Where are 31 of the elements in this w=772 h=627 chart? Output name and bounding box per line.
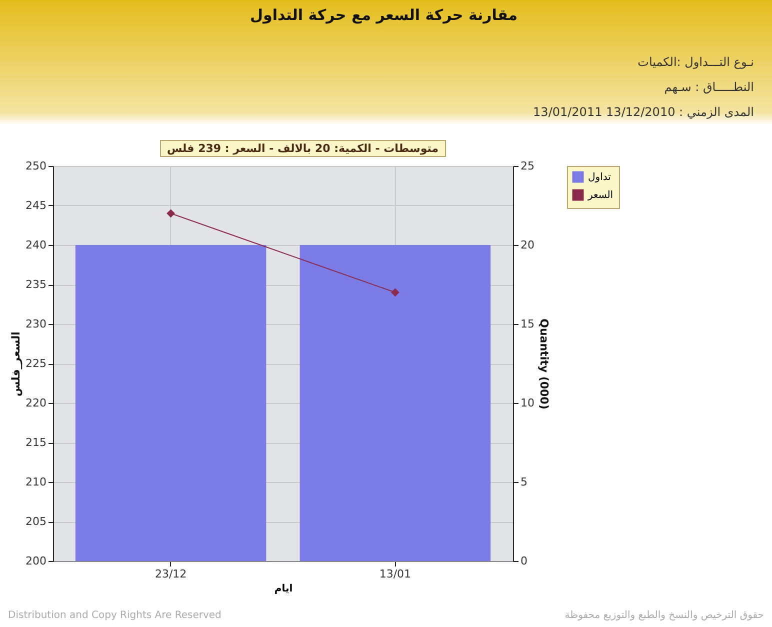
- y-tick-label: 240: [26, 238, 46, 252]
- text: Distribution and Copy Rights Are Reserved: [8, 610, 222, 621]
- y-axis-title: السعر_فلس: [10, 332, 23, 396]
- y2-tick-label: 25: [520, 160, 534, 172]
- y-tick-label: 230: [26, 318, 46, 330]
- y2-tick-label: 5: [520, 476, 528, 488]
- y2-tick-label: 15: [520, 318, 534, 330]
- y2-tick-label: 0: [520, 554, 528, 568]
- y-tick-label: 225: [26, 357, 46, 370]
- y-tick-label: 235: [26, 278, 46, 291]
- chart-title: مقارنة حركة السعر مع حركة التداول: [250, 6, 518, 24]
- text: نـوع التـــداول :الكميات: [638, 55, 754, 69]
- x-axis-title: ايام: [274, 584, 293, 594]
- y-tick-label: 250: [26, 160, 46, 172]
- text: المدى الزمني : 13/12/2010 13/01/2011: [533, 105, 754, 119]
- legend-label: السعر: [587, 190, 614, 201]
- legend-label: تداول: [588, 172, 612, 183]
- y-tick-label: 205: [26, 515, 46, 528]
- y-tick-label: 215: [26, 436, 46, 449]
- y2-axis-title: Quantity (000): [537, 318, 550, 410]
- text: النطـــــاق : سـهم: [664, 80, 754, 94]
- y-tick-label: 220: [26, 396, 46, 410]
- x-tick-label: 13/01: [379, 568, 412, 580]
- x-tick-label: 23/12: [154, 568, 187, 580]
- text: متوسطات - الكمية: 20 بالالف - السعر : 239 فلس: [160, 140, 446, 157]
- y2-tick-label: 10: [520, 396, 534, 410]
- text: حقوق الترخيص والنسخ والطبع والتوزيع محفوظة: [564, 610, 764, 621]
- y-tick-label: 200: [26, 554, 46, 568]
- y-tick-label: 210: [26, 476, 46, 488]
- y-tick-label: 245: [26, 199, 46, 212]
- y2-tick-label: 20: [520, 238, 534, 252]
